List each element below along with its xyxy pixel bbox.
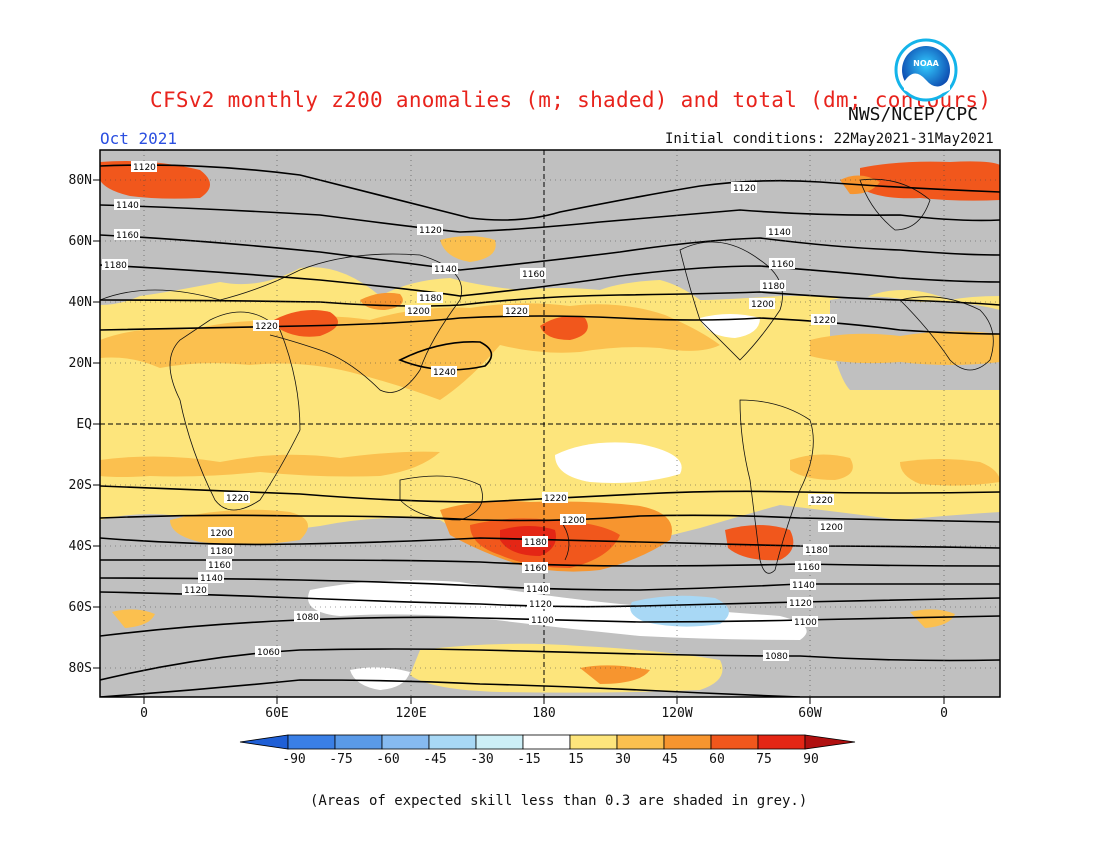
colorbar-swatch xyxy=(475,734,524,750)
colorbar-swatch xyxy=(757,734,806,750)
colorbar-swatch xyxy=(239,734,289,750)
contour-label: 1220 xyxy=(544,494,567,504)
colorbar-swatch xyxy=(287,734,336,750)
contour-label: 1140 xyxy=(526,585,549,595)
colorbar-swatch xyxy=(804,734,856,750)
colorbar-swatch xyxy=(616,734,665,750)
colorbar-swatch xyxy=(334,734,383,750)
agency-label: NWS/NCEP/CPC xyxy=(848,104,979,125)
colorbar-label: 75 xyxy=(756,752,772,767)
noaa-logo-icon: NOAA xyxy=(894,38,958,102)
map-title: CFSv2 monthly z200 anomalies (m; shaded)… xyxy=(150,88,992,112)
contour-label: 1200 xyxy=(820,523,843,533)
colorbar-swatch xyxy=(428,734,477,750)
lat-label: 40N xyxy=(68,295,92,310)
colorbar-swatch xyxy=(381,734,430,750)
contour-label: 1160 xyxy=(771,260,794,270)
lon-label: 0 xyxy=(140,706,148,721)
lat-label: 40S xyxy=(68,539,92,554)
contour-labels: 1120 1120 1120 1140 1140 1140 1160 1160 … xyxy=(102,161,844,662)
svg-text:NOAA: NOAA xyxy=(913,59,939,68)
colorbar-swatch xyxy=(522,734,571,750)
contour-label: 1180 xyxy=(419,294,442,304)
lon-label: 0 xyxy=(940,706,948,721)
contour-label: 1200 xyxy=(407,307,430,317)
contour-label: 1160 xyxy=(208,561,231,571)
contour-label: 1140 xyxy=(792,581,815,591)
lon-label: 60E xyxy=(265,706,289,721)
colorbar-label: 30 xyxy=(615,752,631,767)
contour-label: 1120 xyxy=(529,600,552,610)
lon-label: 180 xyxy=(532,706,556,721)
colorbar-swatch xyxy=(569,734,618,750)
contour-label: 1160 xyxy=(524,564,547,574)
contour-label: 1220 xyxy=(255,322,278,332)
colorbar-label: -90 xyxy=(282,752,306,767)
contour-label: 1120 xyxy=(419,226,442,236)
contour-label: 1180 xyxy=(524,538,547,548)
colorbar xyxy=(239,734,856,750)
colorbar-label: -30 xyxy=(470,752,494,767)
contour-label: 1180 xyxy=(210,547,233,557)
contour-label: 1220 xyxy=(810,496,833,506)
contour-label: 1180 xyxy=(104,261,127,271)
contour-label: 1160 xyxy=(116,231,139,241)
lon-label: 60W xyxy=(798,706,822,721)
contour-label: 1060 xyxy=(257,648,280,658)
lat-label: 20S xyxy=(68,478,92,493)
contour-label: 1200 xyxy=(210,529,233,539)
contour-label: 1160 xyxy=(797,563,820,573)
lat-label: 60S xyxy=(68,600,92,615)
contour-label: 1220 xyxy=(813,316,836,326)
colorbar-label: -45 xyxy=(423,752,447,767)
colorbar-label: 90 xyxy=(803,752,819,767)
colorbar-label: 45 xyxy=(662,752,678,767)
skill-footnote: (Areas of expected skill less than 0.3 a… xyxy=(310,793,808,809)
lon-label: 120W xyxy=(661,706,693,721)
contour-label: 1100 xyxy=(531,616,554,626)
contour-label: 1140 xyxy=(768,228,791,238)
contour-label: 1080 xyxy=(296,613,319,623)
contour-label: 1200 xyxy=(562,516,585,526)
contour-label: 1120 xyxy=(184,586,207,596)
lat-label: EQ xyxy=(76,417,92,432)
lat-label: 60N xyxy=(68,234,92,249)
contour-label: 1120 xyxy=(133,163,156,173)
contour-label: 1200 xyxy=(751,300,774,310)
colorbar-swatch xyxy=(710,734,759,750)
anomaly-map xyxy=(100,150,1000,697)
colorbar-label: -15 xyxy=(517,752,541,767)
contour-label: 1080 xyxy=(765,652,788,662)
contour-label: 1180 xyxy=(762,282,785,292)
contour-label: 1180 xyxy=(805,546,828,556)
contour-label: 1140 xyxy=(116,201,139,211)
contour-label: 1140 xyxy=(200,574,223,584)
colorbar-label: 15 xyxy=(568,752,584,767)
contour-label: 1140 xyxy=(434,265,457,275)
contour-label: 1100 xyxy=(794,618,817,628)
contour-label: 1220 xyxy=(505,307,528,317)
initial-conditions: Initial conditions: 22May2021-31May2021 xyxy=(665,131,994,147)
contour-label: 1120 xyxy=(733,184,756,194)
contour-label: 1220 xyxy=(226,494,249,504)
contour-label: 1240 xyxy=(433,368,456,378)
colorbar-label: -60 xyxy=(376,752,400,767)
contour-label: 1160 xyxy=(522,270,545,280)
lat-label: 80S xyxy=(68,661,92,676)
lat-label: 80N xyxy=(68,173,92,188)
lat-label: 20N xyxy=(68,356,92,371)
forecast-month: Oct 2021 xyxy=(100,129,178,148)
lon-label: 120E xyxy=(395,706,427,721)
colorbar-swatch xyxy=(663,734,712,750)
contour-label: 1120 xyxy=(789,599,812,609)
colorbar-label: -75 xyxy=(329,752,353,767)
colorbar-label: 60 xyxy=(709,752,725,767)
